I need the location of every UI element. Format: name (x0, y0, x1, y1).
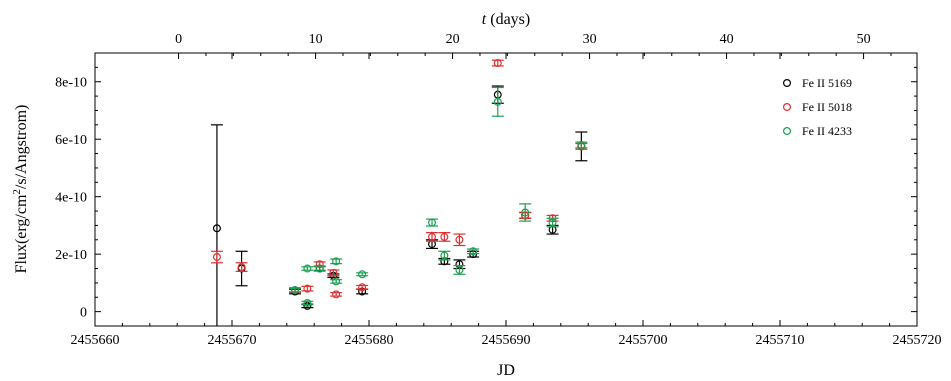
data-point (332, 277, 341, 286)
top-axis-symbol: t (482, 11, 487, 28)
y-axis-title-part1: Flux(erg/cm (13, 194, 30, 273)
y-axis-title: Flux(erg/cm2/s/Angstrom) (11, 105, 30, 274)
legend-marker (782, 102, 791, 111)
y-axis-title-superscript: 2 (11, 189, 23, 195)
data-point (428, 232, 437, 241)
x-tick-label: 2455690 (482, 333, 531, 348)
x-tick-label: 2455710 (756, 333, 805, 348)
data-point (315, 264, 324, 273)
t-tick-label: 20 (446, 32, 460, 47)
data-point (493, 97, 502, 106)
data-point (303, 284, 312, 293)
y-tick-label: 8e-10 (55, 76, 87, 91)
data-point (548, 218, 557, 227)
t-tick-label: 0 (175, 32, 182, 47)
data-point (303, 299, 312, 308)
y-tick-label: 0 (80, 306, 87, 321)
series-fe-ii-4233 (289, 86, 588, 308)
data-point (455, 235, 464, 244)
plot-frame (94, 52, 918, 327)
data-point (455, 265, 464, 274)
data-point (332, 290, 341, 299)
data-point (469, 247, 478, 256)
data-point (358, 270, 367, 279)
x-tick-label: 2455720 (893, 333, 942, 348)
data-point (332, 257, 341, 266)
series-fe-ii-5169 (210, 85, 588, 326)
t-tick-label: 40 (720, 32, 734, 47)
top-axis-title: t (days) (482, 11, 530, 28)
ticks: 2455660 2455670 2455680 2455690 2455700 24557… (55, 32, 941, 348)
legend-label: Fe II 5169 (802, 76, 852, 90)
data-point (577, 140, 586, 149)
data-point (212, 253, 221, 262)
x-tick-label: 2455660 (71, 333, 120, 348)
data-point (493, 59, 502, 68)
y-tick-label: 4e-10 (55, 191, 87, 206)
x-tick-label: 2455680 (345, 333, 394, 348)
y-tick-label: 6e-10 (55, 133, 87, 148)
top-axis-unit: (days) (486, 11, 530, 28)
data-point (440, 251, 449, 260)
t-tick-label: 10 (309, 32, 323, 47)
legend-marker (782, 126, 791, 135)
data-point (428, 218, 437, 227)
data-point (303, 264, 312, 273)
x-axis-title: JD (497, 362, 515, 379)
data-point (329, 268, 338, 277)
legend: Fe II 5169 Fe II 5018 Fe II 4233 (782, 76, 852, 138)
data-point (212, 224, 221, 233)
data-point (521, 208, 530, 217)
y-axis-title-part2: /s/Angstrom) (13, 105, 30, 189)
data-point (440, 232, 449, 241)
x-tick-label: 2455670 (208, 333, 257, 348)
series-layer (210, 59, 588, 326)
data-point (237, 263, 246, 272)
legend-marker (782, 78, 791, 87)
data-point (291, 286, 300, 295)
data-point (358, 283, 367, 292)
t-tick-label: 50 (857, 32, 871, 47)
x-tick-label: 2455700 (619, 333, 668, 348)
legend-label: Fe II 5018 (802, 100, 852, 114)
t-tick-label: 30 (583, 32, 597, 47)
legend-label: Fe II 4233 (802, 124, 852, 138)
y-tick-label: 2e-10 (55, 248, 87, 263)
series-fe-ii-5018 (210, 59, 588, 299)
